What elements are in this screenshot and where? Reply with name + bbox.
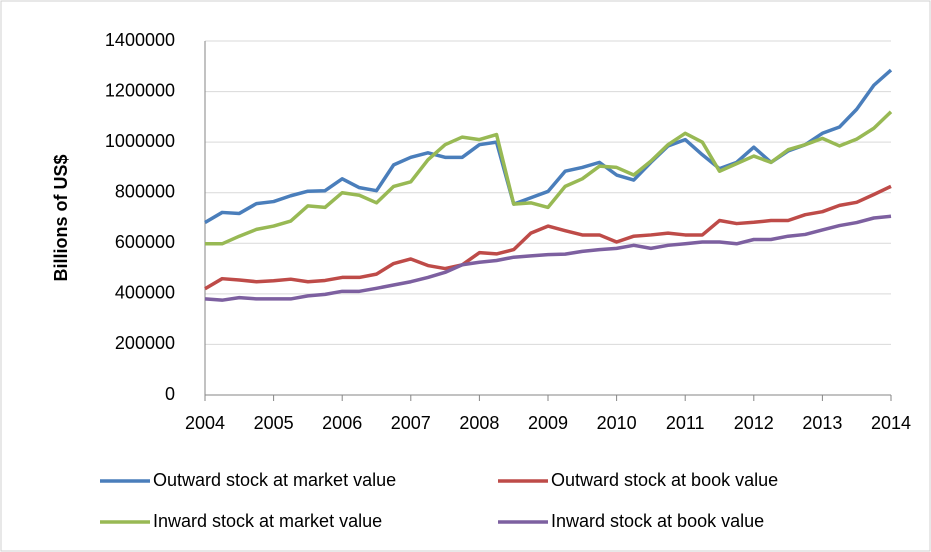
line-series xyxy=(204,184,892,291)
x-tick-label: 2011 xyxy=(666,413,705,433)
line-series xyxy=(204,214,892,302)
x-tick-label: 2009 xyxy=(528,413,568,433)
x-tick-label: 2012 xyxy=(734,413,774,433)
y-axis-title: Billions of US$ xyxy=(51,154,71,281)
legend-label: Inward stock at book value xyxy=(551,511,764,531)
y-tick-label: 400000 xyxy=(115,283,175,303)
y-tick-label: 1200000 xyxy=(105,80,175,100)
legend-label: Outward stock at book value xyxy=(551,470,778,490)
y-tick-label: 800000 xyxy=(115,181,175,201)
x-tick-label: 2014 xyxy=(871,413,911,433)
legend-label: Outward stock at market value xyxy=(153,470,396,490)
x-tick-label: 2006 xyxy=(322,413,362,433)
x-tick-label: 2005 xyxy=(254,413,294,433)
y-tick-label: 0 xyxy=(165,384,175,404)
y-tick-label: 200000 xyxy=(115,333,175,353)
y-tick-label: 1000000 xyxy=(105,131,175,151)
x-tick-label: 2004 xyxy=(185,413,225,433)
x-tick-label: 2008 xyxy=(459,413,499,433)
y-tick-label: 1400000 xyxy=(105,30,175,50)
x-tick-label: 2007 xyxy=(391,413,431,433)
x-tick-label: 2010 xyxy=(597,413,637,433)
x-tick-label: 2013 xyxy=(802,413,842,433)
legend-label: Inward stock at market value xyxy=(153,511,382,531)
y-tick-label: 600000 xyxy=(115,232,175,252)
line-series xyxy=(205,110,893,246)
